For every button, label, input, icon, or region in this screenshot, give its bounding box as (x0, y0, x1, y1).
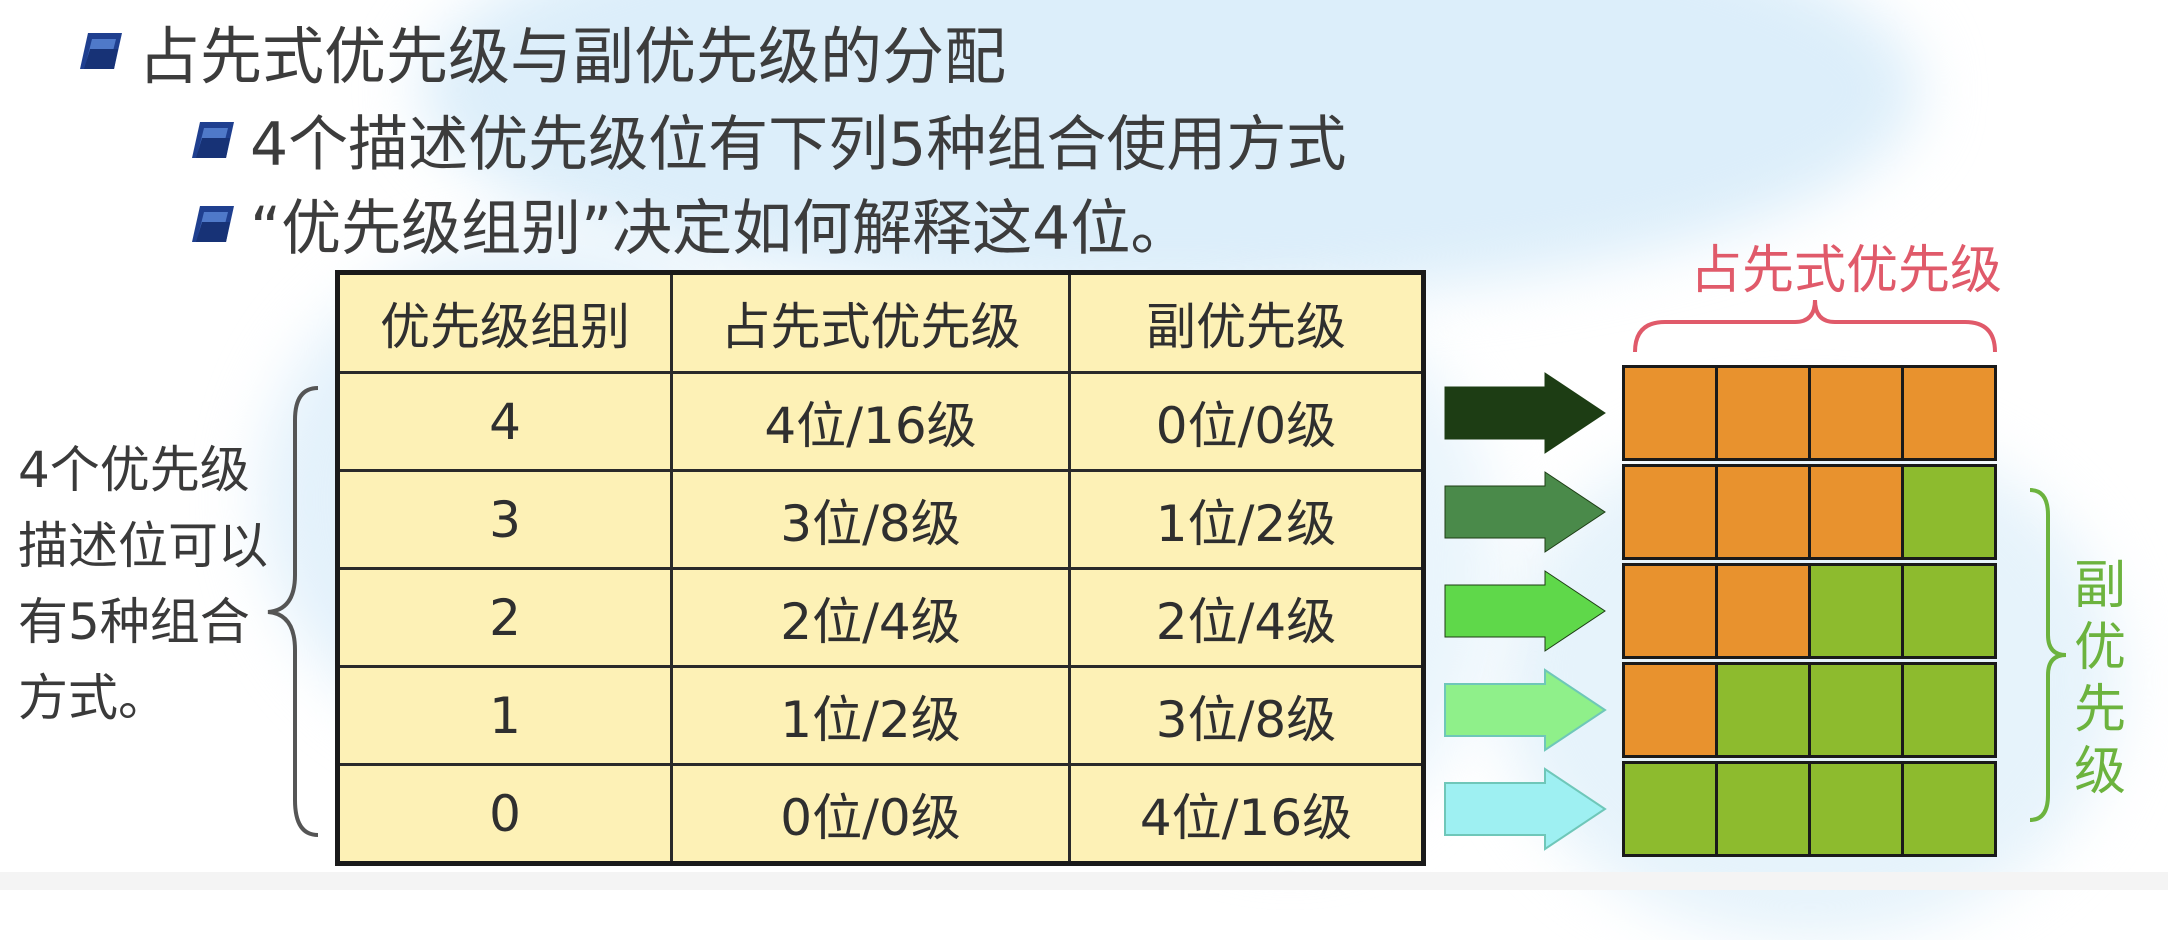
preemption-bit-cell (1625, 566, 1715, 656)
priority-group-table: 优先级组别 占先式优先级 副优先级 4 4位/16级 0位/0级 3 3位/8级… (335, 270, 1426, 866)
table-row: 0 0位/0级 4位/16级 (336, 763, 1425, 865)
bullet-text: “优先级组别”决定如何解释这4位。 (250, 194, 1191, 264)
table-cell: 0位/0级 (1068, 371, 1425, 472)
table-cell: 1位/2级 (1068, 469, 1425, 570)
arrow-icon (1444, 570, 1606, 652)
sub-bit-cell (1718, 665, 1808, 755)
column-header: 优先级组别 (336, 271, 673, 374)
bullet-item-2: “优先级组别”决定如何解释这4位。 (190, 180, 1190, 267)
table-cell: 0 (336, 763, 673, 865)
sub-bit-cell (1904, 467, 1994, 557)
table-row: 3 3位/8级 1位/2级 (336, 469, 1425, 570)
column-header: 占先式优先级 (670, 271, 1071, 374)
arrow-icon (1444, 471, 1606, 553)
arrow-icon (1444, 372, 1606, 454)
bullet-icon (192, 205, 234, 242)
combination-note: 4个优先级描述位可以有5种组合方式。 (18, 441, 268, 727)
sub-bit-cell (1904, 665, 1994, 755)
table-cell: 4 (336, 371, 673, 472)
preemption-bit-cell (1718, 566, 1808, 656)
table-cell: 3位/8级 (670, 469, 1071, 570)
bit-diagram (267, 299, 2067, 857)
arrow-icon (1444, 668, 1607, 752)
table-cell: 2位/4级 (1068, 567, 1425, 668)
table-row: 1 1位/2级 3位/8级 (336, 665, 1425, 766)
sub-bit-cell (1904, 764, 1994, 854)
sub-bit-cell (1904, 566, 1994, 656)
bullet-title: 占先式优先级与副优先级的分配 (78, 6, 1006, 96)
sub-bit-cell (1811, 764, 1901, 854)
table-cell: 3 (336, 469, 673, 570)
subpriority-label: 副优先级 (2073, 556, 2126, 802)
table-cell: 2 (336, 567, 673, 668)
preemption-bit-cell (1625, 467, 1715, 557)
table-row: 4 4位/16级 0位/0级 (336, 371, 1425, 472)
left-brace (267, 386, 319, 837)
table-cell: 4位/16级 (1068, 763, 1425, 865)
table-cell: 0位/0级 (670, 763, 1071, 865)
sub-bit-cell (1811, 665, 1901, 755)
table-cell: 3位/8级 (1068, 665, 1425, 766)
bullet-item-1: 4个描述优先级位有下列5种组合使用方式 (190, 96, 1346, 183)
table-header-row: 优先级组别 占先式优先级 副优先级 (336, 271, 1425, 374)
preemption-bit-cell (1625, 665, 1715, 755)
preemption-bit-cell (1625, 368, 1715, 458)
preemption-bit-cell (1811, 467, 1901, 557)
sub-bit-cell (1811, 566, 1901, 656)
bullet-icon (80, 33, 122, 69)
arrow-icon (1444, 767, 1607, 851)
sub-bit-cell (1625, 764, 1715, 854)
bullet-text: 4个描述优先级位有下列5种组合使用方式 (250, 110, 1347, 180)
right-brace (2029, 488, 2067, 822)
column-header: 副优先级 (1068, 271, 1425, 374)
preemption-bit-cell (1718, 467, 1808, 557)
table-cell: 2位/4级 (670, 567, 1071, 668)
table-row: 2 2位/4级 2位/4级 (336, 567, 1425, 668)
slide-title: 占先式优先级与副优先级的分配 (138, 20, 1007, 93)
bottom-strip (0, 872, 2168, 890)
preemption-bit-cell (1718, 368, 1808, 458)
table-cell: 1位/2级 (670, 665, 1071, 766)
preemption-bit-cell (1904, 368, 1994, 458)
preemption-bit-cell (1811, 368, 1901, 458)
bullet-icon (192, 121, 234, 158)
sub-bit-cell (1718, 764, 1808, 854)
preemption-label: 占先式优先级 (1690, 241, 2003, 301)
table-cell: 1 (336, 665, 673, 766)
table-cell: 4位/16级 (670, 371, 1071, 472)
top-brace (1633, 299, 1997, 353)
